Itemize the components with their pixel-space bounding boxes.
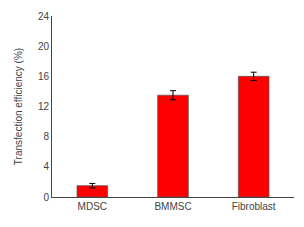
- svg-text:24: 24: [38, 11, 50, 22]
- svg-text:0: 0: [43, 192, 49, 203]
- svg-text:BMMSC: BMMSC: [154, 201, 191, 212]
- svg-text:Fibroblast: Fibroblast: [232, 201, 276, 212]
- svg-text:8: 8: [43, 131, 49, 142]
- svg-text:16: 16: [38, 71, 50, 82]
- svg-text:20: 20: [38, 41, 50, 52]
- svg-text:12: 12: [38, 101, 50, 112]
- svg-text:4: 4: [43, 161, 49, 172]
- svg-text:Transfection efficiency (%): Transfection efficiency (%): [13, 48, 24, 165]
- svg-text:MDSC: MDSC: [78, 201, 107, 212]
